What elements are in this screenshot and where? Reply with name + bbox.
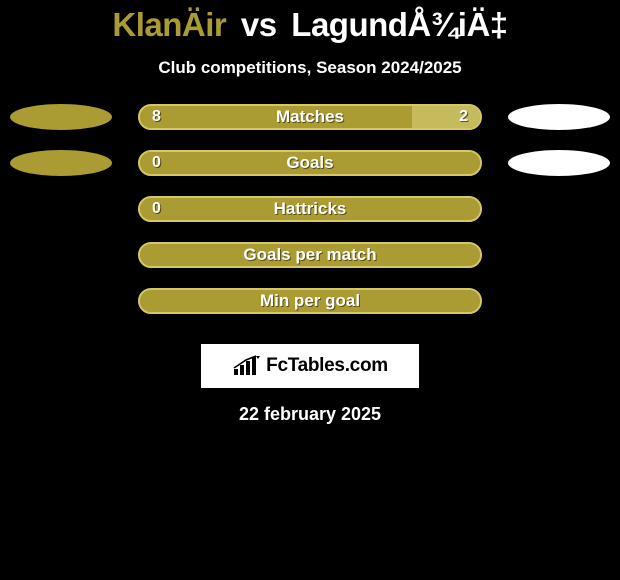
brand-text: FcTables.com (266, 355, 388, 377)
stat-right-value: 2 (459, 108, 468, 126)
page-title: KlanÄir vs LagundÅ¾iÄ‡ (0, 0, 620, 44)
player1-ellipse-icon (10, 104, 112, 130)
stat-row: 0 Hattricks (0, 196, 620, 222)
stat-bar: Goals per match (138, 242, 482, 268)
stat-label: Min per goal (260, 291, 360, 311)
title-player2: LagundÅ¾iÄ‡ (291, 6, 507, 43)
right-side (508, 150, 610, 176)
stat-label: Goals per match (243, 245, 376, 265)
stat-bar: 0 Hattricks (138, 196, 482, 222)
left-side (10, 150, 112, 176)
stat-row: Goals per match (0, 242, 620, 268)
stat-label: Goals (286, 153, 333, 173)
brand-chart-icon (232, 355, 260, 377)
stat-bar: 0 Goals (138, 150, 482, 176)
title-player1: KlanÄir (112, 6, 226, 43)
player1-ellipse-icon (10, 150, 112, 176)
bar-right-fill (412, 106, 480, 128)
subtitle: Club competitions, Season 2024/2025 (0, 58, 620, 78)
stat-left-value: 8 (152, 108, 161, 126)
stat-label: Matches (276, 107, 344, 127)
stat-bar: Min per goal (138, 288, 482, 314)
left-side (10, 104, 112, 130)
date-label: 22 february 2025 (0, 404, 620, 425)
stat-bar: 8 2 Matches (138, 104, 482, 130)
stat-row: 8 2 Matches (0, 104, 620, 130)
right-side (508, 104, 610, 130)
stat-row: 0 Goals (0, 150, 620, 176)
player2-ellipse-icon (508, 104, 610, 130)
brand-badge: FcTables.com (201, 344, 419, 388)
stat-row: Min per goal (0, 288, 620, 314)
stat-left-value: 0 (152, 154, 161, 172)
stat-left-value: 0 (152, 200, 161, 218)
stat-label: Hattricks (274, 199, 347, 219)
title-vs: vs (241, 6, 277, 43)
player2-ellipse-icon (508, 150, 610, 176)
